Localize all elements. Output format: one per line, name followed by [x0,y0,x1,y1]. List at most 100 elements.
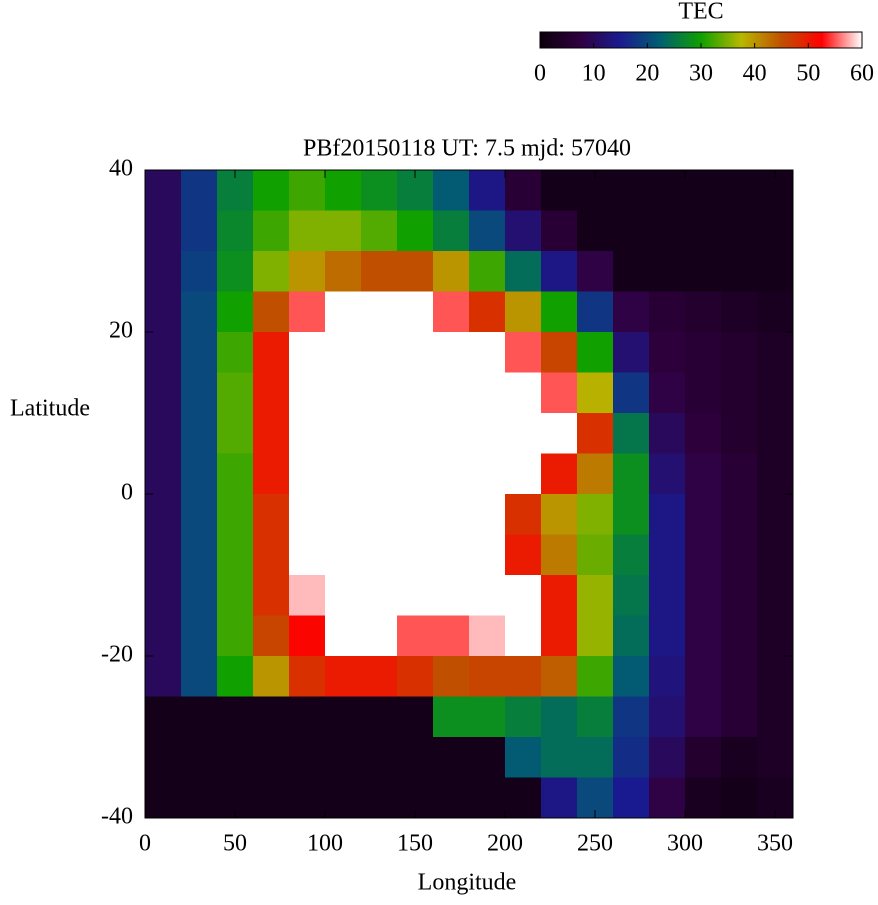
heat-cell [685,656,722,697]
heat-cell [289,413,326,454]
heat-cell [181,372,218,414]
heat-cell [397,575,434,616]
heat-cell [685,615,722,657]
heat-cell [433,615,470,657]
heat-cell [469,413,506,454]
x-tick-label: 350 [757,831,793,857]
colorbar-tick-label: 20 [635,61,659,87]
heat-cell [217,575,254,616]
heat-cell [721,210,758,252]
y-tick-label: -20 [101,642,133,668]
heat-cell [505,494,542,535]
heat-cell [505,575,542,616]
heat-cell [649,534,686,576]
heat-cell [685,696,722,738]
heat-cell [685,170,722,211]
heat-cell [289,615,326,657]
heat-cell [181,453,218,495]
x-tick-label: 200 [487,831,523,857]
heat-cell [253,413,290,454]
heat-cell [181,656,218,697]
heat-cell [253,615,290,657]
heat-cell [505,453,542,495]
heat-cell [397,737,434,778]
heat-cell [145,413,182,454]
y-axis-label: Latitude [10,396,90,422]
heat-cell [685,251,722,292]
heat-cell [541,332,578,373]
heat-cell [217,453,254,495]
heat-cell [721,696,758,738]
heat-cell [613,210,650,252]
heat-cell [361,210,398,252]
heat-cell [325,453,362,495]
heat-cell [469,170,506,211]
heat-cell [289,332,326,373]
heat-cell [289,777,326,819]
colorbar-tick-label: 60 [850,61,874,87]
heat-cell [577,413,614,454]
heat-cell [325,696,362,738]
heat-cell [469,291,506,333]
heat-cell [757,494,794,535]
heat-cell [361,615,398,657]
heat-cell [361,453,398,495]
heat-cell [613,332,650,373]
heat-cell [361,696,398,738]
heat-cell [649,615,686,657]
x-axis-label: Longitude [418,870,517,896]
x-tick-label: 150 [397,831,433,857]
heat-cell [325,372,362,414]
heat-cell [469,210,506,252]
heat-cell [361,251,398,292]
heat-cell [577,575,614,616]
heat-cell [649,291,686,333]
heat-cell [181,494,218,535]
heat-cell [289,575,326,616]
heat-cell [325,332,362,373]
heat-cell [505,291,542,333]
heat-cell [613,615,650,657]
heat-cell [289,494,326,535]
heat-cell [361,291,398,333]
heat-cell [289,737,326,778]
heat-cell [325,494,362,535]
heat-cell [613,291,650,333]
heat-cell [469,494,506,535]
heat-cell [181,291,218,333]
heat-cell [217,372,254,414]
heat-cell [433,210,470,252]
heat-cell [721,737,758,778]
heat-cell [541,291,578,333]
heat-cell [469,615,506,657]
heat-cell [649,737,686,778]
heat-cell [649,372,686,414]
heat-cell [577,291,614,333]
heat-cell [649,453,686,495]
heat-cell [541,575,578,616]
heat-cell [145,251,182,292]
heat-cell [325,575,362,616]
colorbar-tick-label: 40 [743,61,767,87]
heat-cell [469,251,506,292]
heat-cell [433,170,470,211]
y-tick-label: 20 [109,318,133,344]
heat-cell [361,494,398,535]
heat-cell [721,413,758,454]
heat-cell [757,696,794,738]
heat-cell [469,453,506,495]
heat-cell [685,332,722,373]
heat-cell [289,210,326,252]
heat-cell [649,413,686,454]
heat-cell [613,737,650,778]
heat-cell [649,777,686,819]
heat-cell [757,575,794,616]
heat-cell [721,372,758,414]
heat-cell [613,575,650,616]
heat-cell [505,615,542,657]
heat-cell [289,291,326,333]
heat-cell [289,170,326,211]
heat-cell [433,413,470,454]
heat-cell [469,534,506,576]
y-tick-label: 40 [109,156,133,182]
